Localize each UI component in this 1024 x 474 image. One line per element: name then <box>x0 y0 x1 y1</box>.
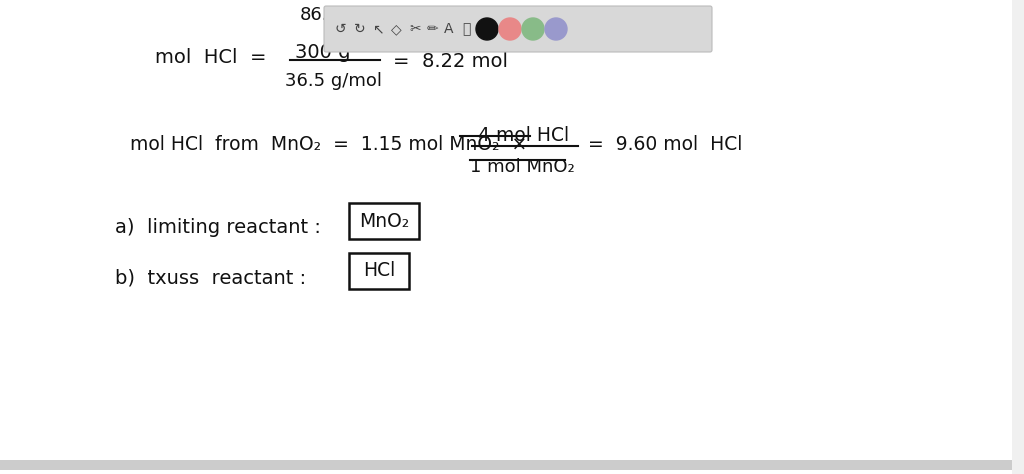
Text: 36.5 g/mol: 36.5 g/mol <box>285 72 382 90</box>
Text: ◇: ◇ <box>391 22 401 36</box>
Text: ↺: ↺ <box>334 22 346 36</box>
Circle shape <box>522 18 544 40</box>
Circle shape <box>499 18 521 40</box>
Text: 1 mol MnO₂: 1 mol MnO₂ <box>470 158 574 176</box>
Circle shape <box>476 18 498 40</box>
Text: =  8.22 mol: = 8.22 mol <box>393 52 508 71</box>
Text: b)  txuss  reactant :: b) txuss reactant : <box>115 268 306 287</box>
Bar <box>1012 0 1024 474</box>
Text: MnO₂: MnO₂ <box>358 211 410 230</box>
Text: ✂: ✂ <box>410 22 421 36</box>
Text: 86.: 86. <box>300 6 329 24</box>
Circle shape <box>545 18 567 40</box>
Text: 🖼: 🖼 <box>462 22 470 36</box>
Text: HCl: HCl <box>362 262 395 281</box>
Bar <box>349 253 409 289</box>
Text: ↖: ↖ <box>372 22 384 36</box>
Text: A: A <box>444 22 454 36</box>
Text: 300 g: 300 g <box>295 43 350 62</box>
Text: ↻: ↻ <box>354 22 366 36</box>
Text: a)  limiting reactant :: a) limiting reactant : <box>115 218 321 237</box>
Text: 4 mol HCl: 4 mol HCl <box>478 126 569 145</box>
Text: mol HCl  from  MnO₂  =  1.15 mol MnO₂  ×: mol HCl from MnO₂ = 1.15 mol MnO₂ × <box>130 135 527 154</box>
FancyBboxPatch shape <box>324 6 712 52</box>
Bar <box>349 203 419 239</box>
Bar <box>0 460 1024 470</box>
Text: ✏: ✏ <box>426 22 438 36</box>
Text: mol  HCl  =: mol HCl = <box>155 48 266 67</box>
Text: =  9.60 mol  HCl: = 9.60 mol HCl <box>588 135 742 154</box>
